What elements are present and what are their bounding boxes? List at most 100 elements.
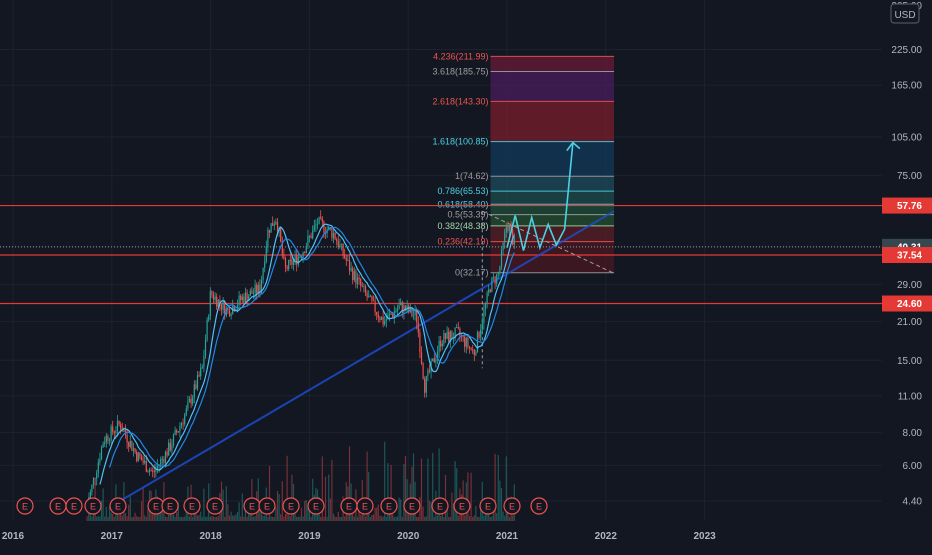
candle-body bbox=[208, 316, 210, 320]
volume-bar bbox=[454, 461, 456, 521]
volume-bar bbox=[308, 505, 311, 521]
candle-body bbox=[264, 261, 266, 268]
candle-body bbox=[276, 221, 279, 231]
price-axis[interactable]: 225.00 165.00 105.00 75.00 29.00 21.00 15.00 11… bbox=[882, 1, 932, 508]
candle-body bbox=[268, 229, 271, 233]
candle-body bbox=[451, 331, 453, 339]
earnings-marker-label: E bbox=[249, 502, 255, 512]
earnings-marker bbox=[453, 497, 471, 515]
volume-bar bbox=[372, 514, 375, 521]
candle-body bbox=[380, 317, 383, 321]
volume-bar bbox=[136, 516, 138, 521]
volume-bar bbox=[371, 515, 373, 521]
horizontal-levels[interactable] bbox=[0, 204, 882, 305]
candle-body bbox=[257, 284, 259, 294]
candle-body bbox=[315, 224, 317, 226]
candle-body bbox=[483, 309, 485, 323]
candle-body bbox=[497, 272, 499, 274]
candle-body bbox=[233, 306, 235, 311]
volume-bar bbox=[368, 471, 370, 521]
projection-path[interactable] bbox=[506, 141, 581, 251]
trend-lines[interactable] bbox=[119, 210, 615, 502]
candle-body bbox=[177, 431, 179, 433]
candle-body bbox=[384, 320, 386, 325]
candle-body bbox=[180, 423, 183, 427]
candle-body bbox=[470, 347, 472, 350]
volume-bar bbox=[400, 499, 402, 521]
volume-bar bbox=[100, 500, 103, 521]
candle-body bbox=[478, 332, 480, 338]
candle-body bbox=[140, 456, 143, 461]
price-tick-label: 11.00 bbox=[898, 391, 923, 402]
volume-bar bbox=[104, 516, 106, 521]
volume-bar bbox=[449, 516, 451, 521]
candle-body bbox=[313, 225, 315, 230]
volume-bar bbox=[112, 513, 114, 521]
candle-body bbox=[500, 250, 503, 267]
volume-bar bbox=[209, 516, 211, 521]
candle-body bbox=[104, 442, 106, 444]
volume-bar bbox=[387, 463, 389, 521]
candle-body bbox=[227, 308, 229, 310]
candle-body bbox=[153, 470, 155, 472]
candle-body bbox=[284, 258, 287, 267]
candle-body bbox=[134, 448, 136, 452]
volume-bar bbox=[177, 502, 179, 521]
fib-zone-band bbox=[490, 204, 615, 215]
candle-body bbox=[438, 340, 440, 352]
candle-body bbox=[401, 302, 403, 313]
fib-zone-band bbox=[490, 141, 615, 177]
volume-bar bbox=[214, 516, 216, 521]
candle-body bbox=[462, 336, 464, 337]
candle-body bbox=[198, 375, 200, 377]
currency-label: USD bbox=[894, 10, 915, 21]
candle-body bbox=[352, 268, 354, 281]
fib-zone-band bbox=[490, 101, 615, 142]
candle-body bbox=[91, 484, 93, 493]
candle-body bbox=[496, 273, 498, 284]
candle-body bbox=[505, 227, 507, 233]
price-tick-label: 29.00 bbox=[897, 280, 922, 291]
candle-body bbox=[486, 292, 488, 304]
currency-badge[interactable]: USD bbox=[890, 3, 920, 24]
volume-bar bbox=[425, 516, 427, 521]
volume-bar bbox=[452, 503, 455, 521]
fib-level-label: 0.618(58.40) bbox=[437, 199, 488, 209]
price-tick-label: 225.00 bbox=[891, 45, 922, 56]
candle-body bbox=[504, 232, 506, 243]
volume-bar bbox=[353, 516, 355, 521]
volume-bar bbox=[438, 448, 440, 521]
earnings-marker-label: E bbox=[386, 502, 392, 512]
fib-level-label: 0(32.17) bbox=[455, 268, 489, 278]
volume-bar bbox=[217, 515, 219, 521]
volume-bar bbox=[174, 516, 176, 521]
time-axis[interactable]: 2016 2017 2018 2019 2020 2021 2022 2023 bbox=[2, 531, 716, 542]
volume-bar bbox=[307, 507, 309, 521]
candle-body bbox=[244, 292, 247, 303]
candle-body bbox=[92, 478, 95, 485]
candle-body bbox=[508, 226, 511, 231]
volume-bar bbox=[401, 516, 403, 521]
candle-body bbox=[188, 398, 191, 403]
candle-body bbox=[120, 424, 122, 430]
time-tick-label: 2016 bbox=[2, 531, 25, 542]
candle-body bbox=[280, 228, 282, 242]
volume-bar bbox=[96, 516, 98, 521]
earnings-marker-label: E bbox=[509, 502, 515, 512]
volume-bar bbox=[166, 516, 168, 521]
price-tag-box bbox=[882, 197, 932, 214]
candle-body bbox=[502, 242, 504, 251]
volume-bar bbox=[185, 508, 187, 521]
candle-body bbox=[454, 327, 456, 338]
candle-body bbox=[281, 241, 283, 255]
earnings-marker-label: E bbox=[115, 502, 121, 512]
candle-body bbox=[163, 458, 165, 463]
candle-body bbox=[376, 312, 378, 315]
volume-bar bbox=[329, 498, 331, 521]
candle-body bbox=[310, 235, 312, 239]
volume-bar bbox=[366, 451, 368, 521]
volume-bar bbox=[206, 516, 208, 521]
